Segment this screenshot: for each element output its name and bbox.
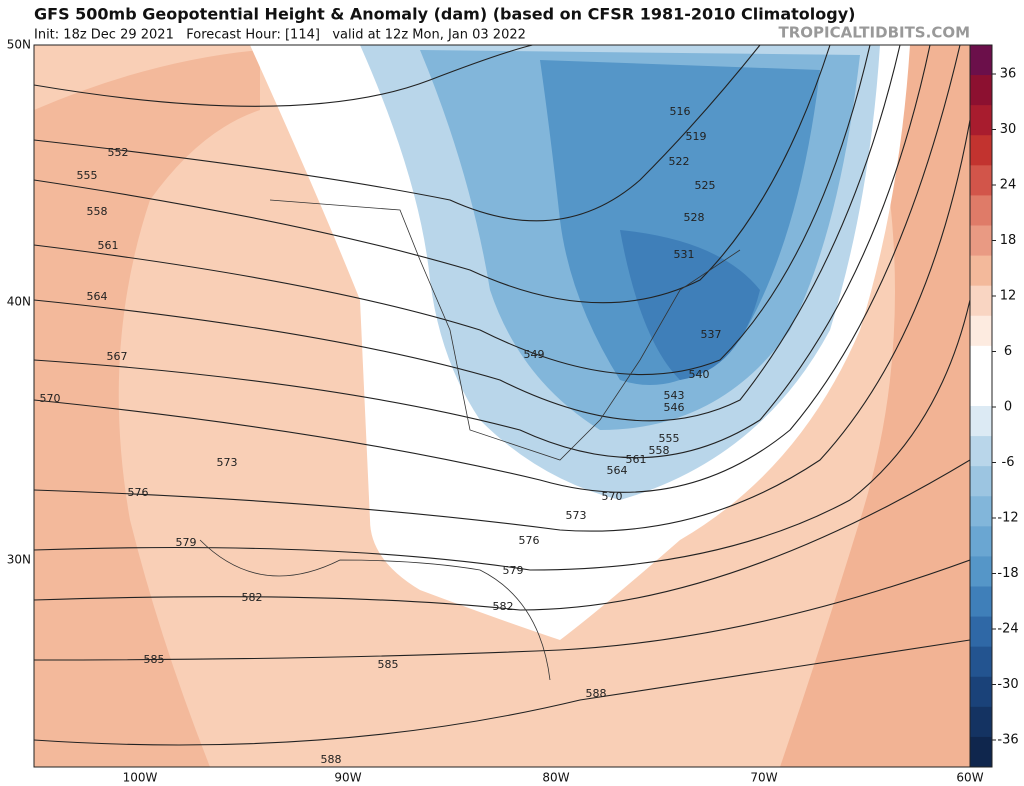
colorbar-segment: [970, 406, 992, 437]
colorbar-segment: [970, 105, 992, 136]
cold-anomaly-core: [620, 230, 760, 380]
colorbar-segment: [970, 496, 992, 527]
colorbar-segment: [970, 45, 992, 76]
lat-label: 50N: [7, 38, 31, 52]
contour-label: 549: [524, 348, 545, 361]
contour-label: 558: [649, 444, 670, 457]
colorbar-segment: [970, 315, 992, 347]
colorbar-tick-label: -18: [997, 566, 1018, 581]
colorbar-segment: [970, 345, 992, 377]
contour-label: 522: [669, 155, 690, 168]
contour-label: 573: [566, 509, 587, 522]
colorbar: 36 30 24 18 12 6 0 -6 -12 -18 -24 -30 -36: [969, 44, 1019, 768]
colorbar-tick-label: -24: [997, 622, 1018, 637]
colorbar-segment: [970, 466, 992, 497]
colorbar-tick-label: -12: [997, 511, 1018, 526]
colorbar-tick-label: 36: [1000, 67, 1017, 82]
colorbar-segment: [970, 375, 992, 407]
colorbar-segment: [970, 75, 992, 106]
contour-label: 525: [695, 179, 716, 192]
colorbar-segment: [970, 646, 992, 678]
colorbar-segment: [970, 225, 992, 257]
warm-anomaly-west: [34, 50, 260, 767]
map-area: [34, 45, 970, 767]
contour-label: 519: [686, 130, 707, 143]
contour-label: 537: [701, 328, 722, 341]
contour-label: 531: [674, 248, 695, 261]
lat-label: 40N: [7, 295, 31, 309]
contour-label: 570: [602, 490, 623, 503]
contour-label: 564: [87, 290, 108, 303]
lat-label: 30N: [7, 553, 31, 567]
gulf-coast: [199, 539, 551, 681]
colorbar-segment: [970, 616, 992, 648]
contour-label: 579: [503, 564, 524, 577]
contour-label: 579: [176, 536, 197, 549]
title: GFS 500mb Geopotential Height & Anomaly …: [34, 5, 855, 24]
contour-label: 576: [519, 534, 540, 547]
colorbar-tick-label: -36: [997, 733, 1018, 748]
contour-label: 528: [684, 211, 705, 224]
colorbar-segment: [970, 195, 992, 226]
lon-label: 60W: [956, 771, 983, 785]
contour-label: 588: [321, 753, 342, 766]
colorbar-tick-label: 12: [1000, 289, 1017, 304]
colorbar-segment: [970, 526, 992, 557]
contour-label: 546: [664, 401, 685, 414]
lon-label: 100W: [123, 771, 158, 785]
contour-label: 588: [586, 687, 607, 700]
colorbar-tick-label: 24: [1000, 178, 1017, 193]
contour-label: 567: [107, 350, 128, 363]
colorbar-tick-label: 0: [1004, 400, 1012, 415]
colorbar-segment: [970, 736, 992, 768]
colorbar-tick-label: 18: [1000, 233, 1017, 248]
colorbar-tick-label: 30: [1000, 122, 1017, 137]
watermark: TROPICALTIDBITS.COM: [779, 24, 971, 42]
contour-label: 561: [626, 453, 647, 466]
colorbar-segment: [970, 706, 992, 738]
colorbar-tick-label: -6: [1002, 455, 1015, 470]
colorbar-tick-label: 6: [1004, 344, 1012, 359]
colorbar-frame: [969, 44, 993, 768]
colorbar-segment: [970, 586, 992, 618]
colorbar-segment: [970, 165, 992, 196]
contour-label: 585: [378, 658, 399, 671]
contour-label: 576: [128, 486, 149, 499]
subtitle: Init: 18z Dec 29 2021 Forecast Hour: [11…: [34, 28, 526, 43]
lon-label: 70W: [750, 771, 777, 785]
contour-label: 561: [98, 239, 119, 252]
contour-label: 582: [493, 600, 514, 613]
contour-label: 564: [607, 464, 628, 477]
contour-label: 582: [242, 591, 263, 604]
height-contours: [34, 45, 970, 746]
contour-label: 555: [77, 169, 98, 182]
colorbar-segment: [970, 135, 992, 166]
colorbar-segment: [970, 556, 992, 587]
colorbar-segment: [970, 285, 992, 317]
coastline: [269, 199, 741, 461]
contour-label: 540: [689, 368, 710, 381]
warm-anomaly-east: [780, 45, 970, 767]
colorbar-segment: [970, 436, 992, 467]
colorbar-tick-label: -30: [997, 677, 1018, 692]
contour-label: 570: [40, 392, 61, 405]
contour-label: 573: [217, 456, 238, 469]
colorbar-segment: [970, 676, 992, 708]
contour-label: 543: [664, 389, 685, 402]
contour-label: 516: [670, 105, 691, 118]
contour-label: 555: [659, 432, 680, 445]
lon-label: 80W: [542, 771, 569, 785]
contour-label: 558: [87, 205, 108, 218]
lon-label: 90W: [334, 771, 361, 785]
colorbar-segment: [970, 255, 992, 287]
contour-label: 552: [108, 146, 129, 159]
contour-label: 585: [144, 653, 165, 666]
